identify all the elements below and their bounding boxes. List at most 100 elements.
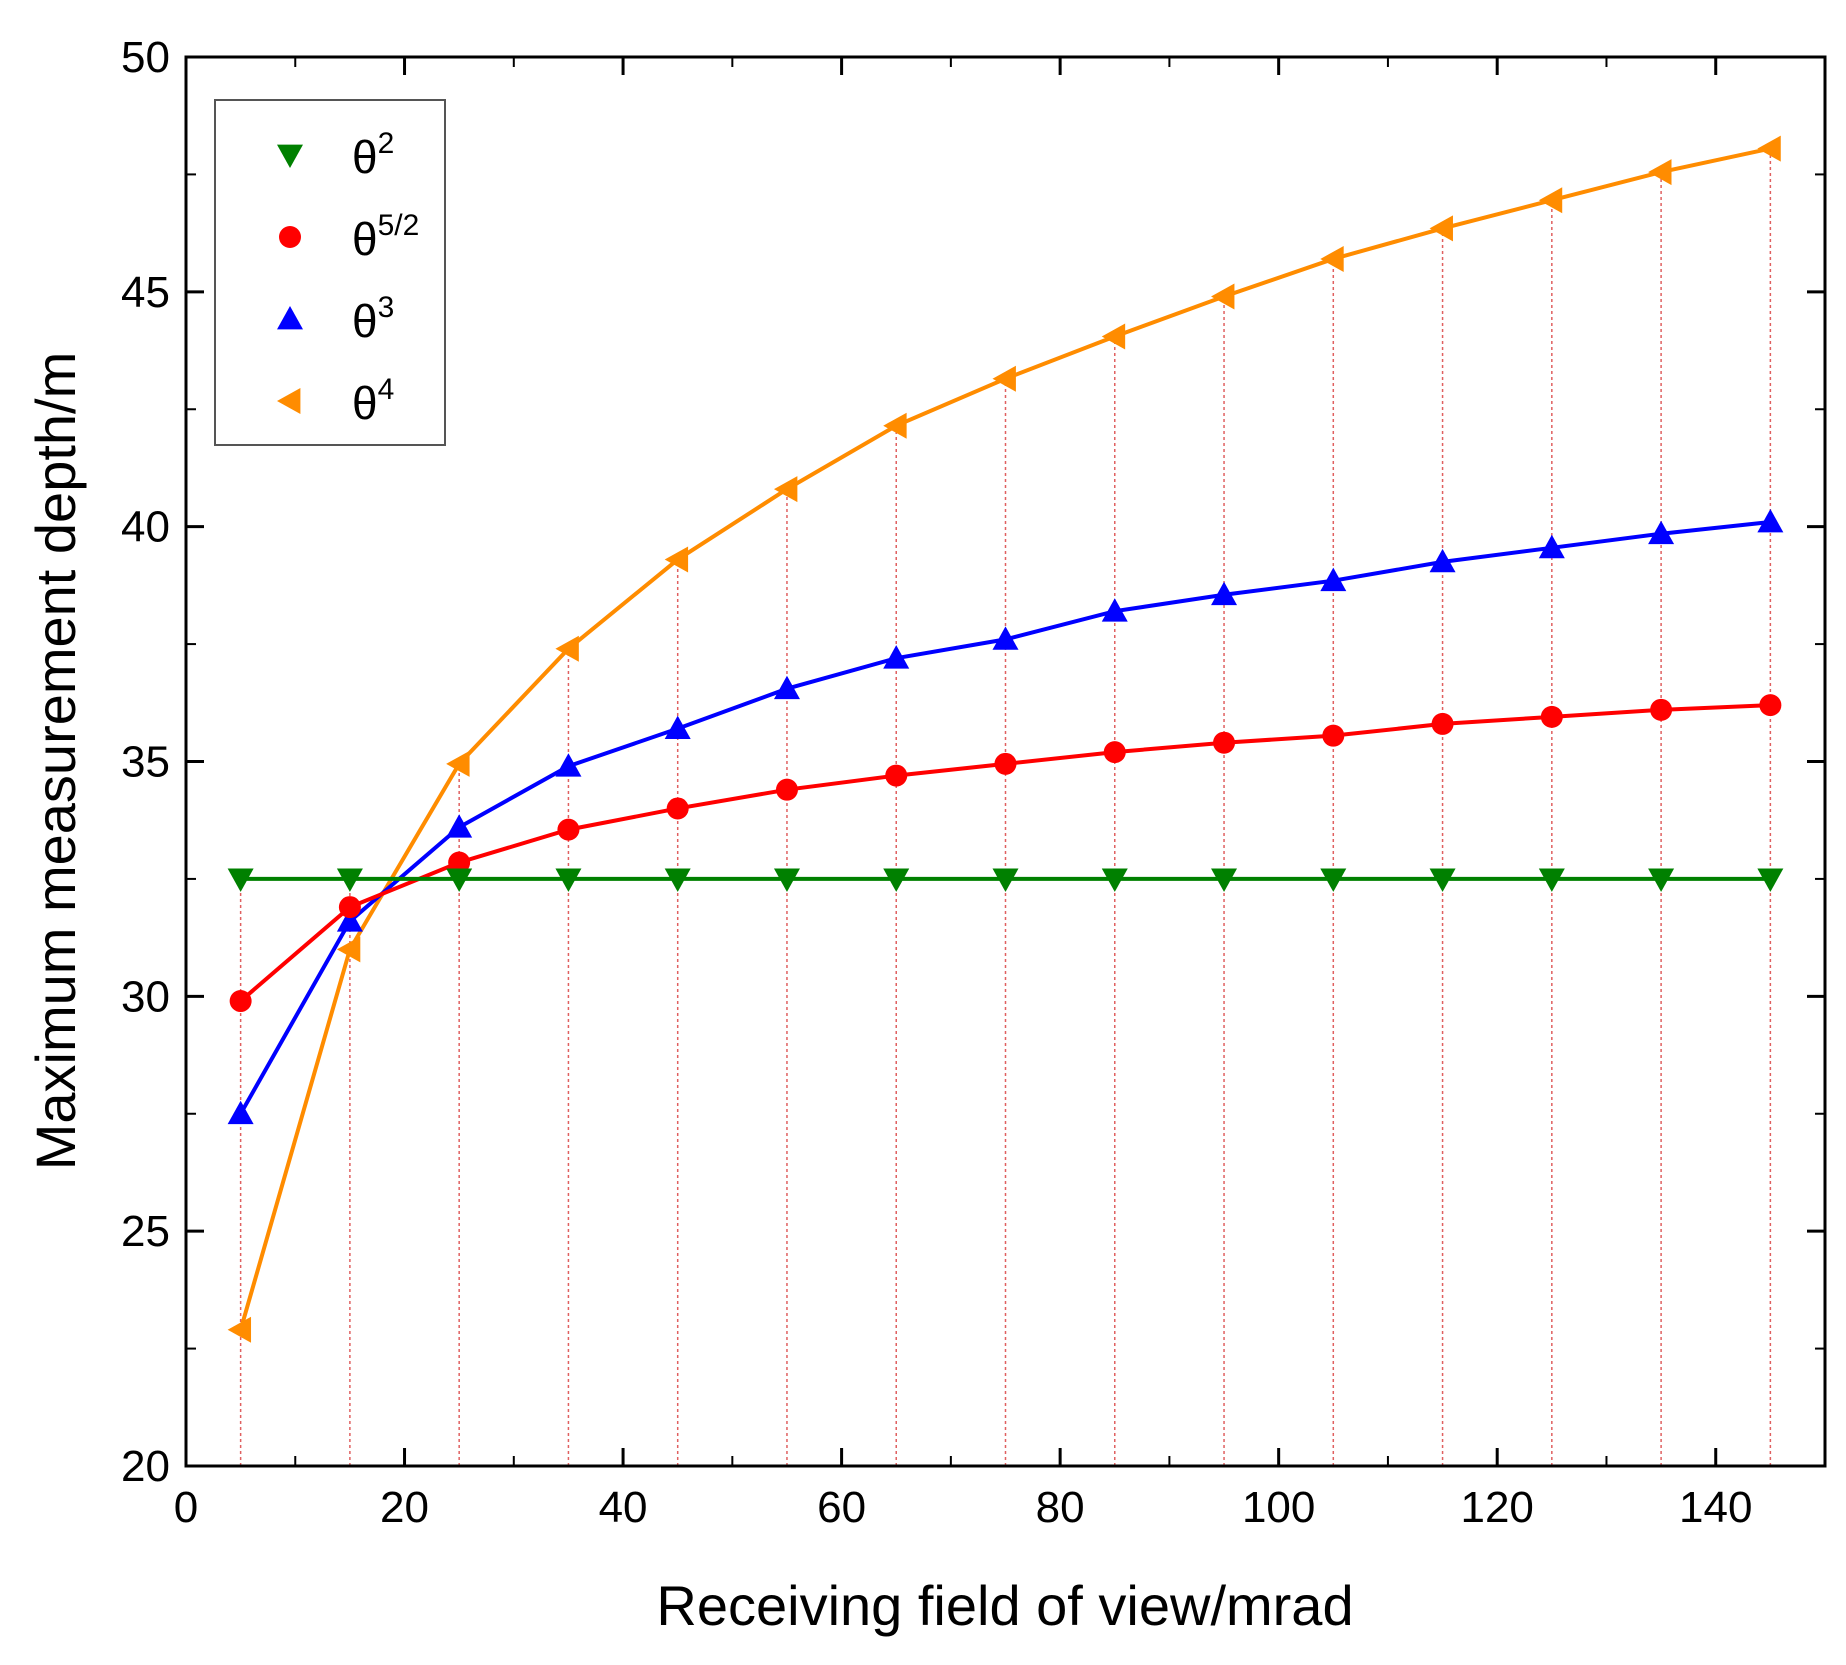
data-point [448,851,471,874]
data-point [883,412,907,439]
legend-label-exponent: 4 [378,373,395,406]
data-point [1320,868,1347,892]
data-point [1322,724,1345,747]
data-point [992,626,1019,650]
legend-marker [277,388,301,414]
data-point [994,752,1017,775]
data-point [1757,868,1784,892]
legend-label: θ3 [352,291,394,347]
series-2 [227,508,1784,1125]
data-point [1648,159,1672,186]
data-point [1320,567,1347,592]
data-point [773,476,798,503]
legend-label-exponent: 3 [378,291,395,324]
data-point [336,868,363,892]
x-tick-label: 20 [380,1483,429,1532]
x-tick-label: 40 [599,1483,648,1532]
series-3 [227,135,1781,1343]
data-point [1429,215,1453,242]
data-point [1648,520,1675,545]
data-point [229,990,252,1013]
data-point [1320,245,1344,272]
data-point [664,868,691,892]
y-axis-label: Maximum measurement depth/m [24,352,87,1171]
data-point [1101,323,1126,350]
data-point [1431,712,1454,735]
data-point [1538,187,1563,214]
legend-label: θ4 [352,373,394,429]
data-point [773,868,800,892]
legend-marker [279,226,301,248]
data-point [555,635,579,662]
data-point [446,868,473,892]
data-point [1757,135,1781,162]
data-point [1211,581,1238,606]
data-point [555,753,582,777]
data-point [227,1100,254,1125]
data-point [1103,741,1126,764]
y-tick-label: 35 [121,738,170,787]
data-point [992,365,1016,392]
data-point [883,645,910,669]
legend-label: θ5/2 [352,209,419,265]
data-point [336,936,361,963]
y-tick-label: 25 [121,1207,170,1256]
data-point [992,868,1019,892]
x-tick-label: 140 [1679,1483,1752,1532]
legend-marker [277,306,303,330]
data-point [1538,534,1565,559]
x-tick-label: 0 [174,1483,198,1532]
data-point [1757,508,1784,533]
x-tick-label: 120 [1460,1483,1533,1532]
legend-label-base: θ [352,295,378,347]
series-0 [227,868,1784,892]
data-point [666,797,689,820]
data-point [1650,698,1673,721]
data-point [338,896,361,919]
data-point [1101,868,1128,892]
data-point [664,546,689,573]
drop-lines [239,148,1772,1466]
data-point [227,1316,252,1343]
data-point [1211,868,1238,892]
data-point [885,764,908,787]
data-point [446,750,470,777]
legend-marker [277,144,303,168]
data-point [1540,705,1563,728]
data-point [1101,598,1128,622]
y-tick-label: 50 [121,33,170,82]
y-tick-label: 45 [121,268,170,317]
data-point [1429,548,1456,573]
data-point [1213,731,1236,754]
legend-box [214,99,446,446]
series-group [227,135,1784,1343]
data-point [1211,283,1235,310]
y-tick-label: 20 [121,1442,170,1491]
y-tick-label: 40 [121,503,170,552]
data-point [773,675,800,700]
legend-label-exponent: 5/2 [378,209,420,242]
data-point [557,818,580,841]
data-point [336,908,363,932]
legend-label-base: θ [352,377,378,429]
legend-label: θ2 [352,127,394,183]
legend-label-exponent: 2 [378,127,395,160]
series-1 [229,694,1782,1013]
data-point [227,868,254,892]
x-axis-label: Receiving field of view/mrad [656,1574,1353,1637]
legend-label-base: θ [352,131,378,183]
y-tick-label: 30 [121,972,170,1021]
data-point [775,778,798,801]
data-point [1429,868,1456,892]
data-point [1759,694,1782,717]
data-point [1538,868,1565,892]
legend-label-base: θ [352,213,378,265]
x-tick-label: 60 [817,1483,866,1532]
data-point [1648,868,1675,892]
x-tick-label: 80 [1036,1483,1085,1532]
data-point [446,814,473,838]
data-point [664,715,691,740]
